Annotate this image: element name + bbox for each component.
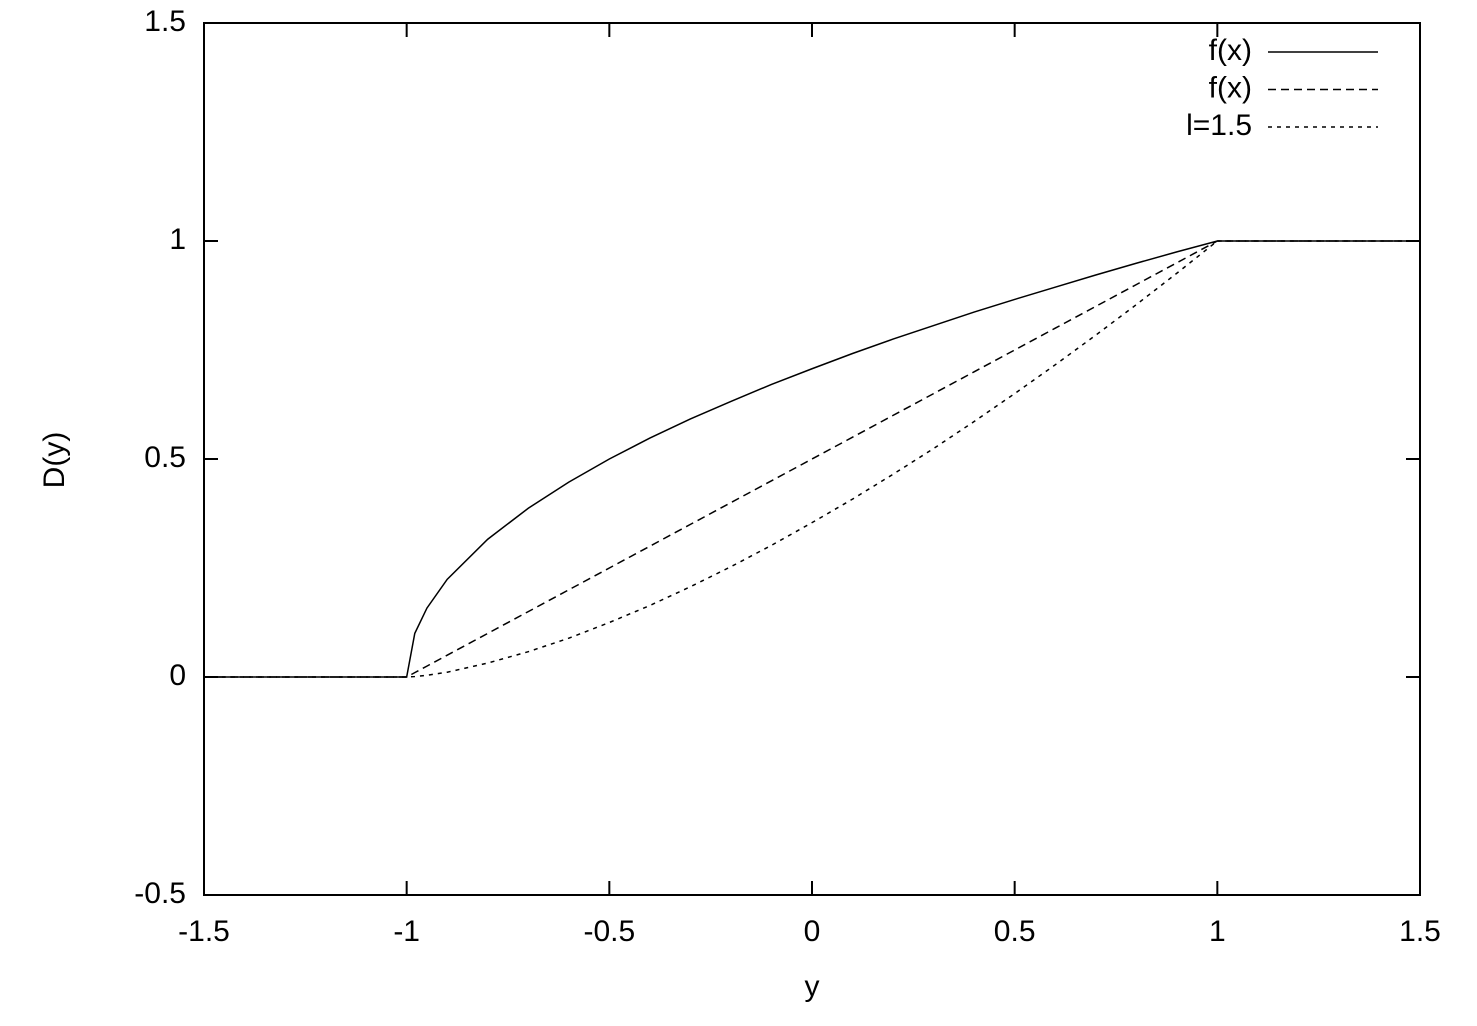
y-tick-label: -0.5 xyxy=(134,877,186,910)
x-tick-label: -1.5 xyxy=(178,915,230,948)
y-tick-label: 1.5 xyxy=(144,5,186,38)
legend-label: f(x) xyxy=(1209,34,1252,67)
x-tick-label: 0.5 xyxy=(994,915,1036,948)
x-tick-label: 0 xyxy=(804,915,821,948)
y-tick-label: 1 xyxy=(169,223,186,256)
x-axis-label: y xyxy=(805,970,820,1003)
plot-frame xyxy=(203,22,1421,896)
legend-label: f(x) xyxy=(1209,71,1252,104)
y-tick-label: 0 xyxy=(169,659,186,692)
x-tick-label: 1.5 xyxy=(1399,915,1441,948)
y-tick-label: 0.5 xyxy=(144,441,186,474)
x-tick-label: -0.5 xyxy=(583,915,635,948)
x-tick-label: -1 xyxy=(393,915,420,948)
legend-label: l=1.5 xyxy=(1186,109,1252,142)
y-axis-label: D(y) xyxy=(38,432,71,489)
x-tick-label: 1 xyxy=(1209,915,1226,948)
series-line xyxy=(204,240,1420,678)
series-line xyxy=(204,240,1420,678)
series-line xyxy=(204,240,1420,678)
